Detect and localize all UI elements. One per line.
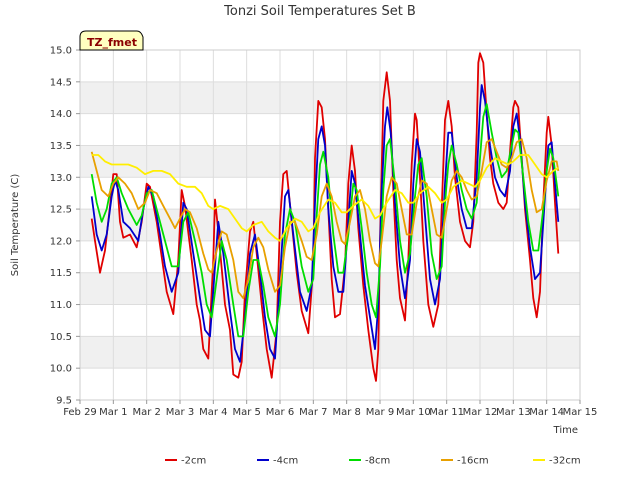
y-tick-label: 13.5 — [50, 141, 72, 152]
y-tick-label: 11.0 — [50, 300, 72, 311]
y-tick-label: 10.5 — [50, 332, 72, 343]
x-tick-label: Mar 6 — [266, 407, 294, 418]
x-tick-label: Mar 11 — [429, 407, 464, 418]
x-tick-label: Mar 15 — [563, 407, 598, 418]
legend-item: -32cm — [533, 456, 581, 467]
y-axis-ticks: 9.5 10.0 10.5 11.0 11.5 12.0 12.5 13.0 13.5 14.0 1… — [50, 46, 80, 407]
x-tick-label: Mar 2 — [132, 407, 160, 418]
plot-band — [80, 272, 580, 305]
y-tick-label: 12.5 — [50, 205, 72, 216]
y-tick-label: 12.0 — [50, 236, 72, 247]
legend-label: -2cm — [181, 456, 206, 467]
series-line-16cmcm — [90, 138, 560, 300]
site-label: TZ_fmet — [87, 36, 137, 49]
plot-band — [80, 81, 580, 114]
series-lines — [90, 52, 560, 382]
y-tick-label: 15.0 — [50, 46, 72, 57]
x-tick-label: Mar 13 — [496, 407, 531, 418]
x-tick-label: Mar 8 — [332, 407, 360, 418]
y-tick-label: 13.0 — [50, 173, 72, 184]
x-axis-label: Time — [553, 425, 578, 436]
y-tick-label: 14.0 — [50, 109, 72, 120]
y-tick-label: 11.5 — [50, 268, 72, 279]
x-tick-label: Mar 3 — [166, 407, 194, 418]
x-tick-label: Mar 9 — [366, 407, 394, 418]
x-tick-label: Mar 10 — [396, 407, 431, 418]
plot-band — [80, 336, 580, 369]
legend: -2cm -4cm -8cm -16cm -32cm — [165, 456, 581, 467]
plot-band — [80, 113, 580, 146]
series-line-8cmcm — [90, 103, 560, 338]
plot-band — [80, 50, 580, 82]
series-line-32cmcm — [91, 154, 559, 242]
chart-title: Tonzi Soil Temperatures Set B — [223, 4, 416, 19]
x-axis-ticks: Feb 29 Mar 1 Mar 2 Mar 3 Mar 4 Mar 5 Mar 6 Mar … — [63, 400, 597, 418]
x-tick-label: Mar 1 — [99, 407, 127, 418]
legend-item: -8cm — [349, 456, 390, 467]
legend-label: -4cm — [273, 456, 298, 467]
plot-area — [79, 49, 581, 401]
x-tick-label: Mar 7 — [299, 407, 327, 418]
y-tick-label: 10.0 — [50, 364, 72, 375]
x-tick-label: Mar 14 — [529, 407, 564, 418]
x-tick-label: Mar 12 — [463, 407, 498, 418]
legend-item: -4cm — [257, 456, 298, 467]
legend-label: -32cm — [549, 456, 581, 467]
y-tick-label: 9.5 — [56, 396, 72, 407]
y-tick-label: 14.5 — [50, 77, 72, 88]
plot-band — [80, 368, 580, 400]
x-tick-label: Feb 29 — [63, 407, 97, 418]
y-axis-label: Soil Temperature (C) — [10, 174, 21, 277]
legend-item: -16cm — [441, 456, 489, 467]
x-tick-label: Mar 4 — [199, 407, 227, 418]
legend-label: -16cm — [457, 456, 489, 467]
legend-item: -2cm — [165, 456, 206, 467]
plot-band — [80, 304, 580, 337]
site-label-box: TZ_fmet — [79, 30, 144, 51]
x-tick-label: Mar 5 — [232, 407, 260, 418]
legend-label: -8cm — [365, 456, 390, 467]
